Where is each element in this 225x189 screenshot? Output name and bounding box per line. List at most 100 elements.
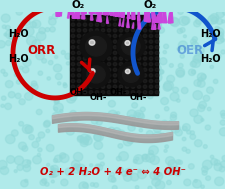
Circle shape (125, 85, 128, 88)
Circle shape (135, 186, 138, 189)
Circle shape (215, 10, 223, 18)
Polygon shape (148, 2, 149, 22)
Circle shape (91, 118, 97, 124)
Circle shape (140, 29, 147, 35)
Polygon shape (72, 11, 74, 18)
Circle shape (112, 186, 117, 189)
Circle shape (128, 19, 135, 26)
Circle shape (127, 110, 136, 119)
Circle shape (89, 79, 92, 83)
Circle shape (46, 129, 50, 133)
Circle shape (148, 23, 152, 26)
Circle shape (82, 183, 88, 188)
Circle shape (185, 149, 189, 153)
Circle shape (140, 22, 144, 25)
Circle shape (160, 120, 168, 127)
Circle shape (125, 23, 128, 26)
Circle shape (139, 129, 142, 132)
Circle shape (101, 46, 104, 49)
Circle shape (113, 79, 116, 83)
Circle shape (90, 69, 94, 74)
Polygon shape (137, 6, 139, 20)
Polygon shape (168, 13, 170, 23)
Circle shape (214, 26, 218, 30)
Circle shape (183, 179, 190, 186)
Circle shape (107, 40, 110, 43)
Circle shape (71, 57, 74, 60)
Circle shape (30, 22, 36, 28)
Circle shape (116, 112, 119, 115)
Circle shape (77, 74, 81, 77)
Circle shape (213, 163, 221, 171)
Circle shape (111, 40, 116, 45)
Circle shape (153, 22, 161, 29)
Polygon shape (152, 2, 154, 22)
Circle shape (113, 68, 116, 71)
Circle shape (204, 32, 211, 38)
Circle shape (43, 121, 50, 127)
Circle shape (154, 91, 158, 95)
Circle shape (97, 153, 104, 159)
Circle shape (72, 115, 78, 122)
Circle shape (4, 33, 7, 36)
Circle shape (76, 164, 85, 173)
Polygon shape (127, 17, 129, 28)
Circle shape (221, 9, 225, 15)
Circle shape (101, 68, 104, 71)
Circle shape (95, 164, 100, 169)
Circle shape (158, 70, 163, 74)
Circle shape (119, 23, 122, 26)
Circle shape (71, 23, 74, 26)
Circle shape (152, 132, 162, 141)
Circle shape (144, 40, 149, 44)
Circle shape (119, 91, 122, 94)
Circle shape (95, 62, 98, 66)
Circle shape (155, 17, 158, 21)
Circle shape (169, 115, 176, 121)
Circle shape (193, 20, 200, 27)
Circle shape (83, 17, 86, 21)
Circle shape (23, 19, 30, 26)
Circle shape (96, 26, 101, 31)
Circle shape (209, 14, 218, 22)
Circle shape (193, 80, 200, 86)
Polygon shape (83, 2, 86, 13)
Circle shape (70, 53, 77, 60)
Circle shape (83, 29, 86, 32)
Circle shape (84, 72, 90, 78)
Circle shape (216, 54, 220, 58)
Circle shape (93, 183, 98, 187)
Circle shape (165, 156, 174, 165)
Circle shape (117, 167, 123, 173)
Circle shape (143, 23, 146, 26)
Circle shape (52, 14, 58, 19)
Circle shape (189, 61, 196, 67)
Circle shape (209, 155, 213, 158)
Circle shape (1, 69, 5, 73)
Circle shape (124, 49, 133, 58)
Circle shape (121, 14, 128, 20)
Circle shape (89, 164, 92, 167)
Circle shape (186, 130, 190, 134)
Circle shape (148, 62, 152, 66)
Circle shape (89, 85, 92, 88)
Circle shape (102, 67, 112, 76)
Circle shape (139, 63, 145, 68)
Circle shape (0, 167, 9, 175)
Circle shape (221, 155, 225, 161)
Circle shape (18, 142, 26, 150)
Circle shape (94, 134, 101, 141)
Polygon shape (69, 0, 72, 14)
Polygon shape (95, 5, 97, 14)
Circle shape (137, 113, 144, 120)
Circle shape (125, 34, 128, 38)
Circle shape (80, 16, 88, 24)
Circle shape (71, 91, 74, 94)
Circle shape (133, 24, 136, 27)
Circle shape (100, 48, 105, 52)
Circle shape (131, 117, 135, 120)
Circle shape (107, 79, 110, 83)
Circle shape (112, 128, 120, 136)
Circle shape (46, 163, 50, 166)
Circle shape (137, 34, 140, 38)
